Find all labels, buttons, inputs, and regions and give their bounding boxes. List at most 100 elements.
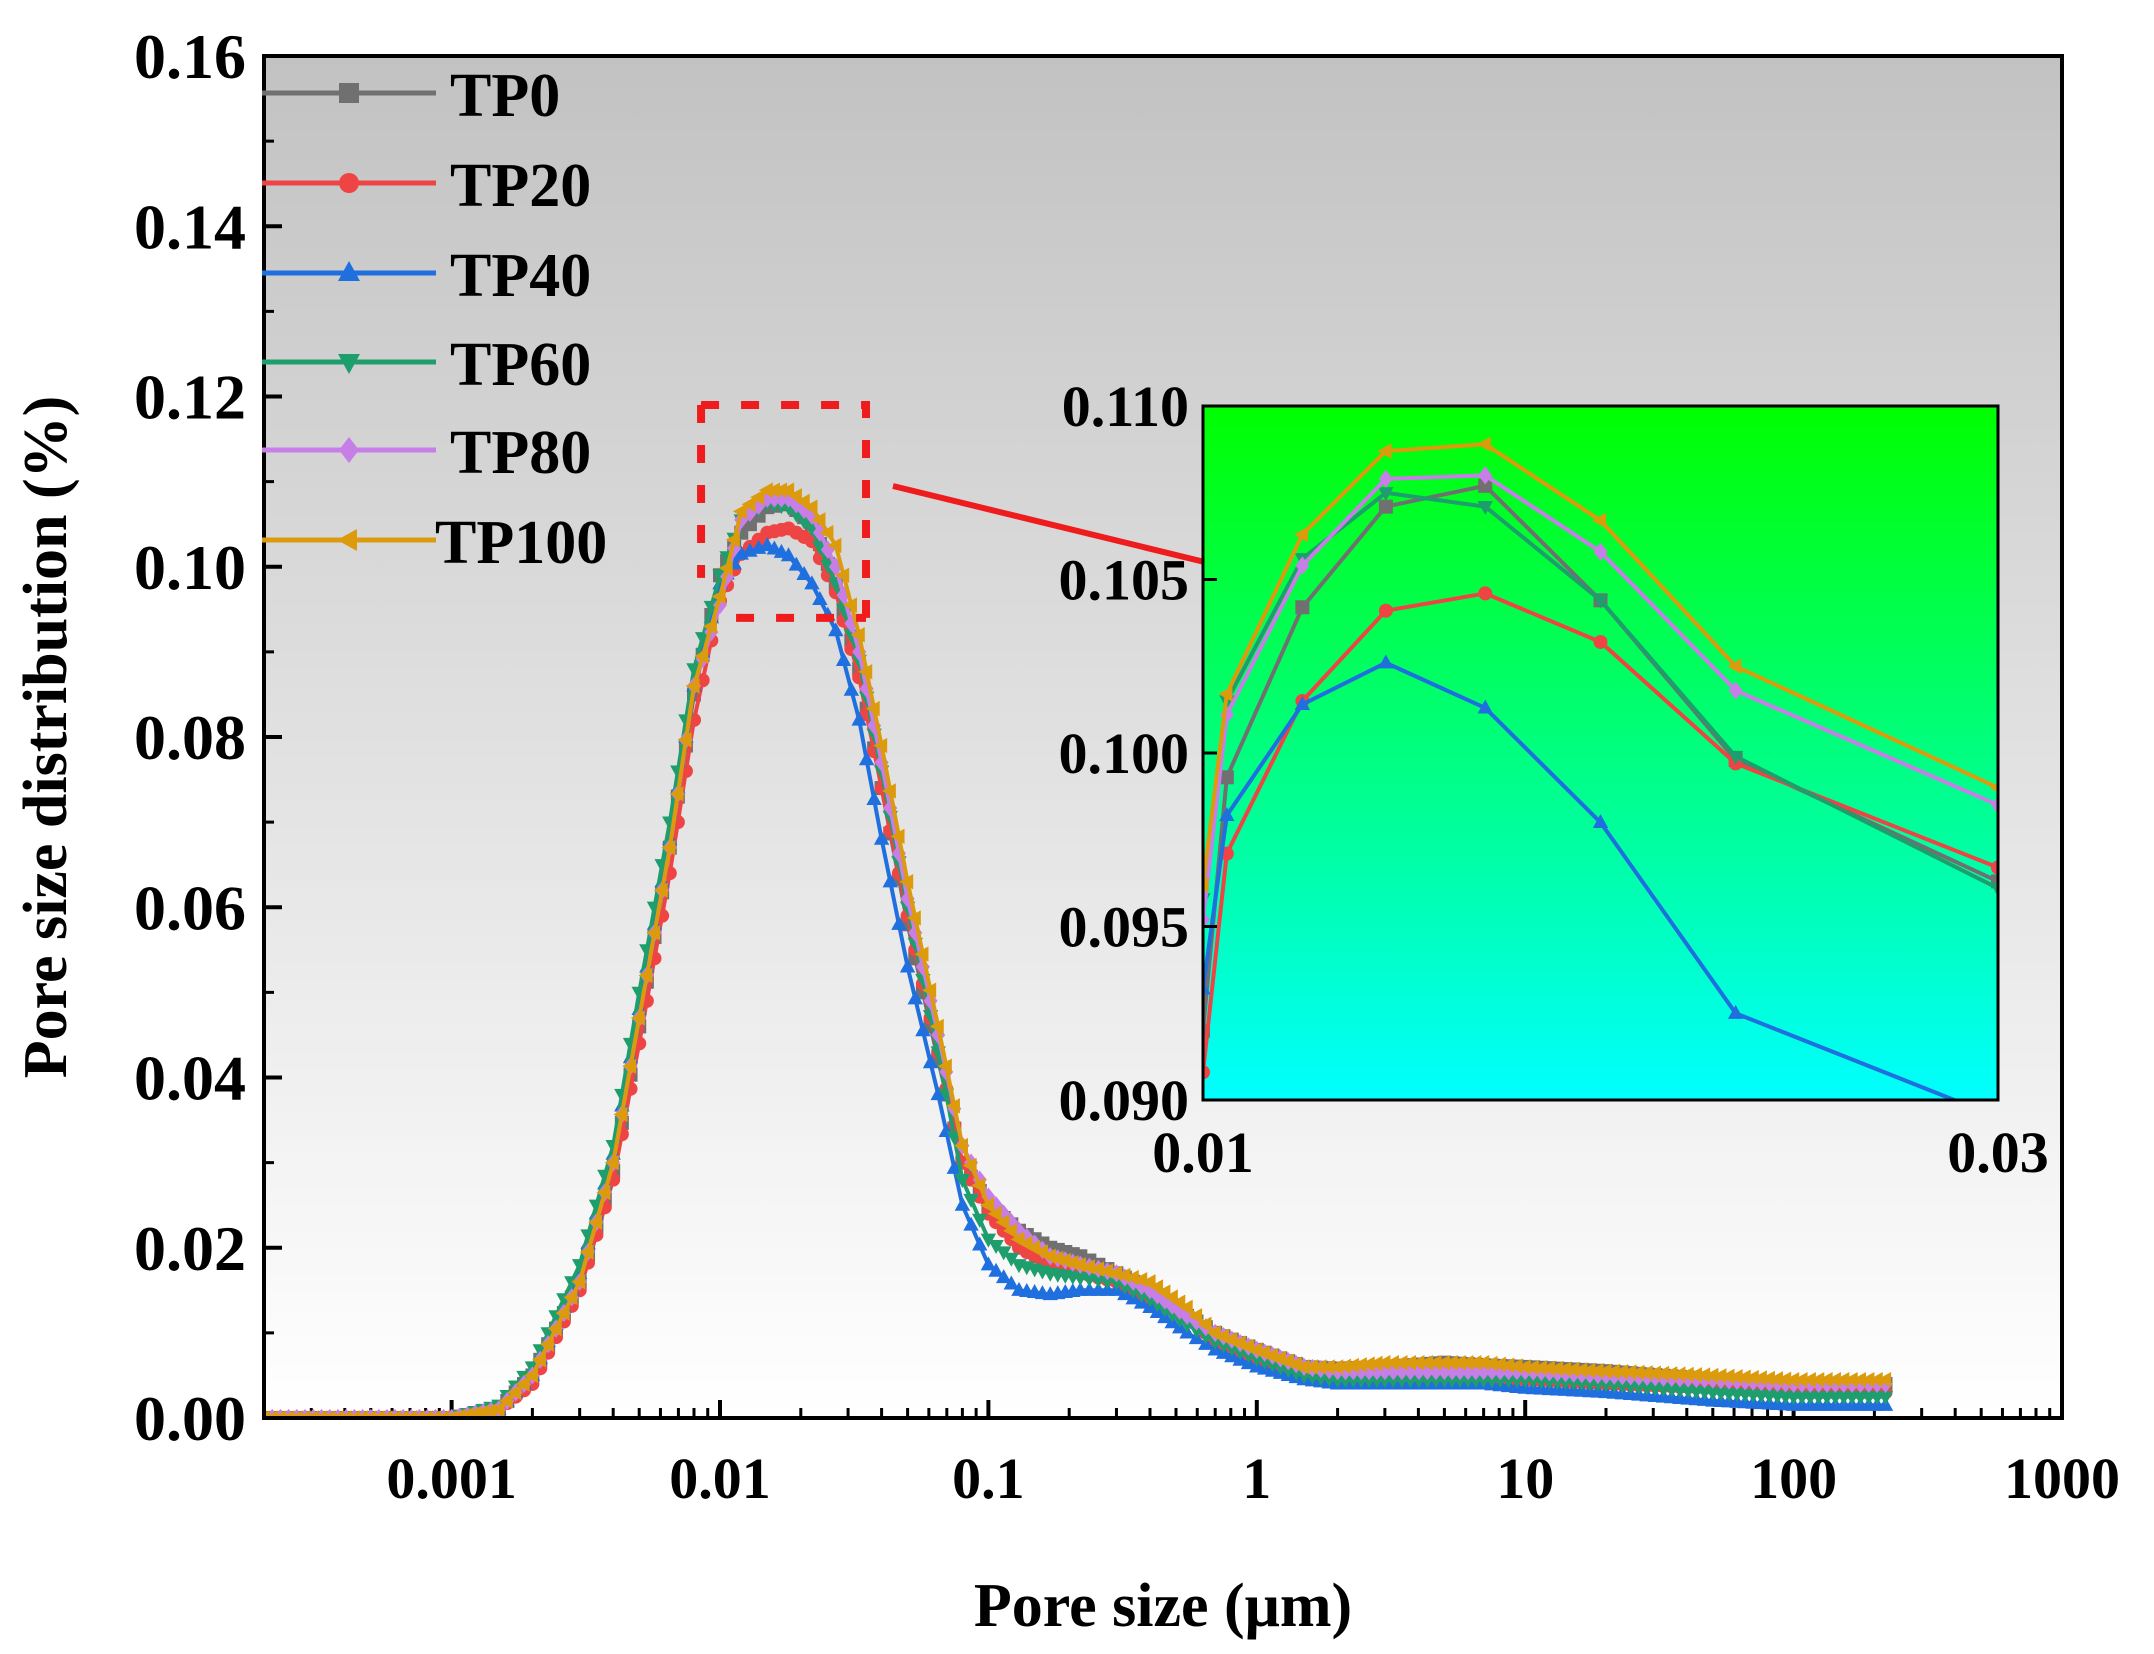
inset-data-point — [1478, 466, 1493, 485]
inset-data-point — [1203, 910, 1210, 929]
data-point — [954, 1174, 971, 1189]
inset-y-tick-label: 0.110 — [1062, 374, 1189, 439]
data-point — [1312, 1359, 1327, 1375]
inset-series-line — [1203, 660, 1960, 1100]
data-point — [702, 618, 717, 635]
data-point — [812, 590, 828, 605]
x-axis-title: Pore size (μm) — [974, 1572, 1352, 1640]
legend-label: TP100 — [435, 509, 607, 577]
data-point — [850, 627, 865, 643]
data-point — [539, 1336, 554, 1352]
data-point — [1124, 1269, 1139, 1286]
data-point — [751, 496, 766, 515]
data-point — [507, 1384, 522, 1401]
y-tick-label: 0.12 — [134, 362, 246, 433]
data-point — [788, 556, 805, 571]
inset-data-point — [1294, 696, 1311, 711]
x-tick-label: 0.1 — [952, 1446, 1025, 1511]
data-point — [1064, 1254, 1079, 1271]
data-point — [1671, 1366, 1686, 1382]
inset-y-tick-label: 0.105 — [1059, 548, 1190, 613]
inset-data-point — [1477, 501, 1493, 516]
data-point — [811, 512, 826, 528]
data-point — [767, 489, 782, 508]
data-point — [891, 915, 907, 930]
data-point — [1003, 1275, 1020, 1290]
y-tick-label: 0.06 — [134, 872, 246, 943]
data-point — [1002, 1223, 1017, 1239]
inset-y-tick-label: 0.095 — [1059, 895, 1190, 960]
data-point — [954, 1196, 971, 1211]
x-tick-label: 0.001 — [386, 1446, 517, 1511]
data-point — [1760, 1370, 1775, 1387]
inset-series-line — [1203, 591, 1998, 1073]
data-point — [1696, 1367, 1711, 1383]
data-point — [963, 1216, 979, 1231]
data-point — [741, 496, 756, 513]
data-point — [1500, 1357, 1515, 1373]
data-point — [963, 1193, 979, 1208]
data-point — [987, 1206, 1002, 1222]
data-point — [571, 1274, 586, 1290]
data-point — [1410, 1354, 1425, 1371]
data-point — [1581, 1362, 1596, 1379]
inset-data-point — [1203, 980, 1211, 995]
data-point — [953, 1137, 968, 1154]
annotation-group — [697, 401, 1274, 622]
x-tick-label: 10 — [1496, 1446, 1554, 1511]
legend-label: TP0 — [450, 62, 560, 130]
legend-item-tp80: TP80 — [262, 419, 591, 487]
data-point — [819, 525, 834, 541]
data-point — [835, 651, 852, 666]
data-point — [588, 1214, 603, 1230]
data-point — [1646, 1365, 1661, 1381]
data-point — [1597, 1363, 1612, 1379]
data-point — [1818, 1371, 1833, 1388]
data-point — [1401, 1354, 1416, 1371]
data-point — [677, 732, 692, 748]
data-point — [750, 489, 765, 505]
inset-data-point — [1377, 443, 1392, 459]
inset-data-point — [1203, 1065, 1210, 1080]
data-point — [758, 482, 773, 498]
data-point — [1532, 1360, 1547, 1376]
data-point — [1089, 1261, 1104, 1277]
data-point — [1679, 1366, 1694, 1383]
main-series-group — [264, 482, 1894, 1418]
data-point — [989, 1196, 1004, 1215]
data-point — [1041, 1248, 1056, 1264]
legend-swatch-marker — [339, 83, 359, 103]
data-point — [1393, 1354, 1408, 1371]
data-point — [1329, 1359, 1344, 1375]
legend-item-tp20: TP20 — [262, 152, 591, 220]
data-point — [711, 588, 726, 605]
data-point — [1655, 1365, 1670, 1382]
data-point — [1573, 1362, 1588, 1378]
data-point — [622, 1058, 637, 1074]
data-point — [945, 1098, 960, 1114]
data-point — [781, 489, 796, 508]
legend: TP0 TP20 TP40 TP60 TP80 TP100 — [262, 62, 607, 577]
data-point — [780, 482, 795, 498]
inset-data-point — [1728, 681, 1743, 700]
inset-x-tick-label: 0.01 — [1152, 1120, 1254, 1185]
data-point — [1704, 1367, 1719, 1384]
data-point — [596, 1184, 611, 1201]
series-tp100 — [264, 482, 1892, 1418]
data-point — [1541, 1360, 1556, 1376]
data-point — [1099, 1263, 1114, 1279]
data-point — [773, 482, 788, 498]
data-point — [890, 828, 905, 845]
legend-item-tp60: TP60 — [262, 331, 591, 399]
data-point — [482, 1403, 497, 1418]
data-point — [980, 1197, 995, 1213]
data-point — [1614, 1364, 1629, 1380]
main-plot-frame — [262, 54, 2064, 1420]
data-point — [1835, 1371, 1850, 1388]
data-point — [906, 910, 921, 926]
data-point — [531, 1352, 546, 1368]
data-point — [474, 1404, 489, 1418]
data-point — [1622, 1364, 1637, 1380]
inset-data-point — [1592, 594, 1609, 609]
